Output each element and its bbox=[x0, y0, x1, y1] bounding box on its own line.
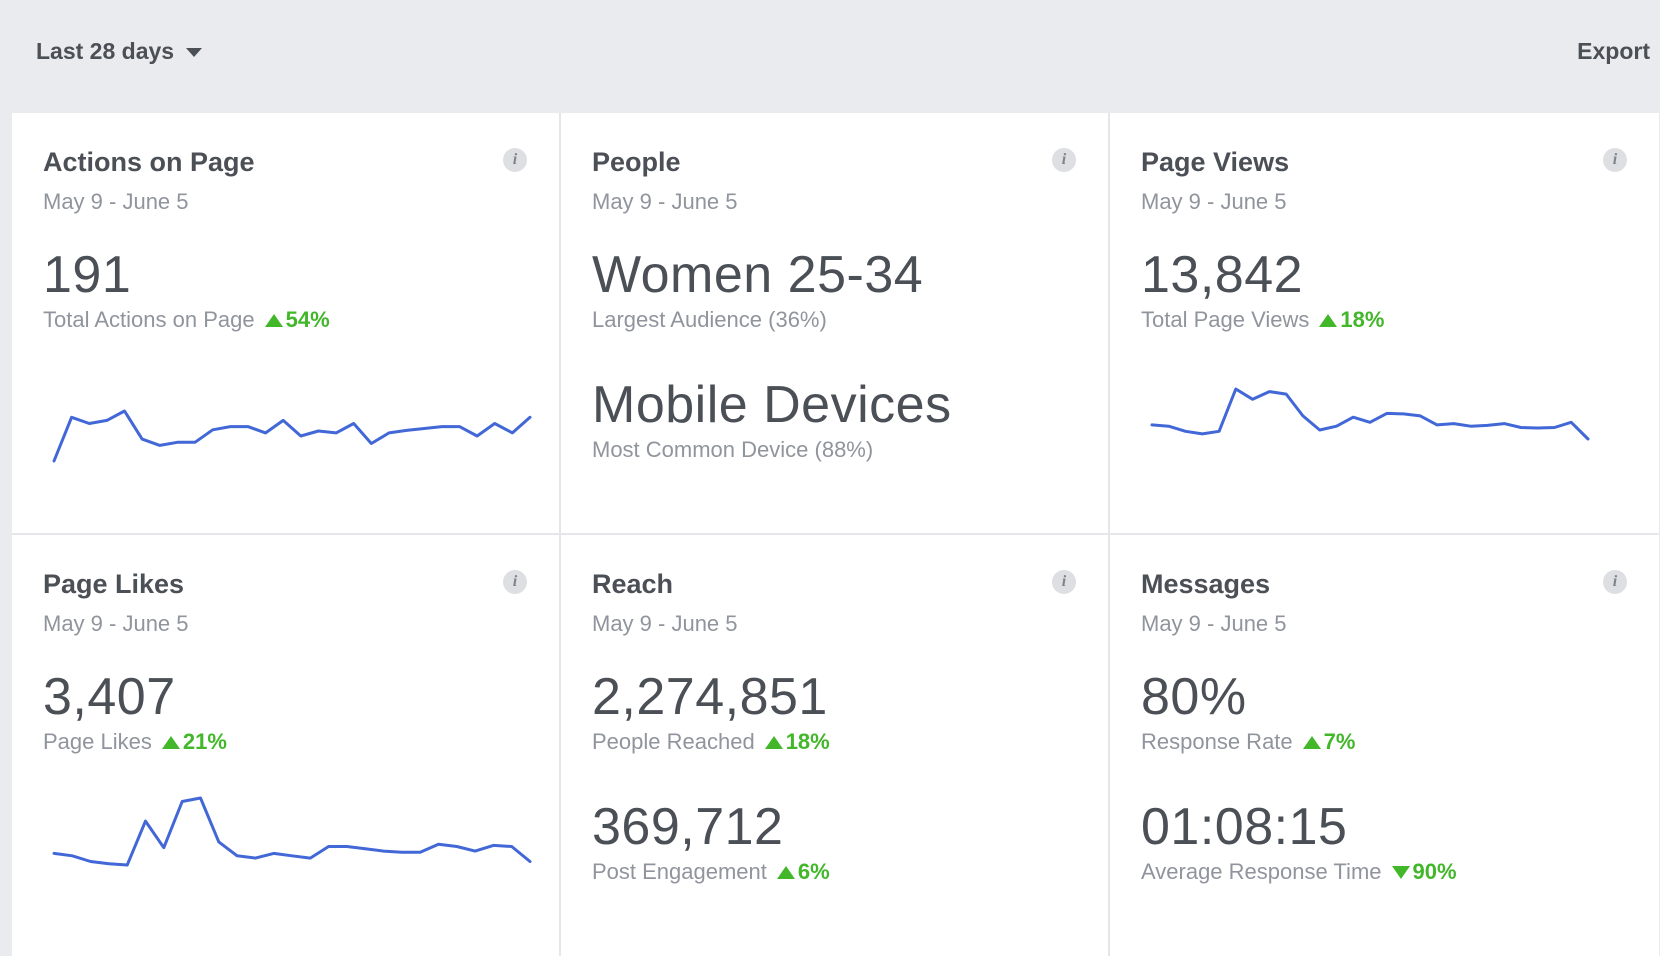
sparkline-chart bbox=[52, 409, 532, 463]
card-date-range: May 9 - June 5 bbox=[592, 189, 738, 214]
date-range-label: Last 28 days bbox=[36, 38, 175, 64]
info-icon[interactable]: i bbox=[503, 570, 527, 594]
card-messages[interactable]: Messages May 9 - June 5 i 80% Response R… bbox=[1110, 535, 1659, 956]
metric-delta: 21% bbox=[161, 729, 227, 755]
delta-value: 6% bbox=[797, 859, 830, 884]
card-people[interactable]: People May 9 - June 5 i Women 25-34 Larg… bbox=[561, 113, 1108, 533]
sparkline-chart bbox=[52, 796, 532, 867]
metric-label: Average Response Time bbox=[1141, 859, 1382, 884]
people-reached-value: 2,274,851 bbox=[592, 668, 828, 726]
triangle-up-icon bbox=[776, 865, 795, 879]
metric-label: Response Rate bbox=[1141, 729, 1293, 754]
largest-audience-label: Largest Audience (36%) bbox=[592, 307, 827, 333]
avg-response-time-value: 01:08:15 bbox=[1141, 798, 1348, 856]
card-page-likes[interactable]: Page Likes May 9 - June 5 i 3,407 Page L… bbox=[12, 535, 559, 956]
delta-value: 7% bbox=[1323, 729, 1356, 754]
largest-audience-value: Women 25-34 bbox=[592, 246, 924, 304]
metric-label: Largest Audience (36%) bbox=[592, 307, 827, 332]
triangle-up-icon bbox=[1319, 313, 1338, 327]
card-actions-on-page[interactable]: Actions on Page May 9 - June 5 i 191 Tot… bbox=[12, 113, 559, 533]
metric-label: Total Page Views bbox=[1141, 307, 1310, 332]
info-icon[interactable]: i bbox=[1052, 570, 1076, 594]
card-date-range: May 9 - June 5 bbox=[1141, 611, 1287, 636]
metric-label: Page Likes bbox=[43, 729, 152, 754]
metric-label: Post Engagement bbox=[592, 859, 767, 884]
card-date-range: May 9 - June 5 bbox=[592, 611, 738, 636]
response-rate-label-row: Response Rate 7% bbox=[1141, 729, 1355, 755]
common-device-value: Mobile Devices bbox=[592, 376, 952, 434]
export-button[interactable]: Export bbox=[1577, 38, 1650, 64]
sparkline-page-views bbox=[1150, 387, 1590, 441]
delta-value: 18% bbox=[1340, 307, 1385, 332]
info-icon[interactable]: i bbox=[1052, 148, 1076, 172]
metric-value: 13,842 bbox=[1141, 246, 1304, 304]
card-page-views[interactable]: Page Views May 9 - June 5 i 13,842 Total… bbox=[1110, 113, 1659, 533]
delta-value: 54% bbox=[285, 307, 330, 332]
info-icon[interactable]: i bbox=[503, 148, 527, 172]
metric-value: 3,407 bbox=[43, 668, 176, 726]
metric-delta: 6% bbox=[776, 859, 830, 885]
metric-delta: 7% bbox=[1302, 729, 1356, 755]
date-range-dropdown[interactable]: Last 28 days bbox=[36, 38, 203, 65]
triangle-up-icon bbox=[764, 735, 783, 749]
metric-delta: 90% bbox=[1391, 859, 1457, 885]
card-title: Messages bbox=[1141, 569, 1271, 599]
sparkline-actions bbox=[52, 409, 532, 463]
response-rate-value: 80% bbox=[1141, 668, 1247, 726]
people-reached-label-row: People Reached 18% bbox=[592, 729, 830, 755]
metric-label: Most Common Device (88%) bbox=[592, 437, 874, 462]
delta-value: 90% bbox=[1412, 859, 1457, 884]
triangle-up-icon bbox=[264, 313, 283, 327]
metric-delta: 18% bbox=[1319, 307, 1384, 333]
card-title: Page Likes bbox=[43, 569, 185, 599]
card-date-range: May 9 - June 5 bbox=[43, 189, 189, 214]
metric-label: Total Actions on Page bbox=[43, 307, 255, 332]
post-engagement-label-row: Post Engagement 6% bbox=[592, 859, 830, 885]
metric-value: 191 bbox=[43, 246, 132, 304]
avg-response-time-label-row: Average Response Time 90% bbox=[1141, 859, 1457, 885]
info-icon[interactable]: i bbox=[1603, 148, 1627, 172]
chevron-down-icon bbox=[186, 48, 203, 57]
sparkline-chart bbox=[1150, 387, 1590, 441]
triangle-up-icon bbox=[1302, 735, 1321, 749]
triangle-up-icon bbox=[161, 735, 180, 749]
insights-grid: Actions on Page May 9 - June 5 i 191 Tot… bbox=[12, 113, 1659, 956]
metric-delta: 54% bbox=[264, 307, 330, 333]
triangle-down-icon bbox=[1391, 865, 1410, 879]
metric-label-row: Page Likes 21% bbox=[43, 729, 227, 755]
metric-label-row: Total Page Views 18% bbox=[1141, 307, 1384, 333]
card-title: Page Views bbox=[1141, 147, 1290, 177]
card-title: People bbox=[592, 147, 681, 177]
delta-value: 18% bbox=[785, 729, 830, 754]
card-date-range: May 9 - June 5 bbox=[1141, 189, 1287, 214]
post-engagement-value: 369,712 bbox=[592, 798, 784, 856]
sparkline-page-likes bbox=[52, 796, 532, 867]
card-date-range: May 9 - June 5 bbox=[43, 611, 189, 636]
card-title: Reach bbox=[592, 569, 674, 599]
common-device-label: Most Common Device (88%) bbox=[592, 437, 873, 463]
metric-label-row: Total Actions on Page 54% bbox=[43, 307, 330, 333]
metric-label: People Reached bbox=[592, 729, 755, 754]
top-bar: Last 28 days Export bbox=[0, 0, 1660, 113]
metric-delta: 18% bbox=[764, 729, 830, 755]
delta-value: 21% bbox=[182, 729, 227, 754]
card-reach[interactable]: Reach May 9 - June 5 i 2,274,851 People … bbox=[561, 535, 1108, 956]
info-icon[interactable]: i bbox=[1603, 570, 1627, 594]
card-title: Actions on Page bbox=[43, 147, 255, 177]
